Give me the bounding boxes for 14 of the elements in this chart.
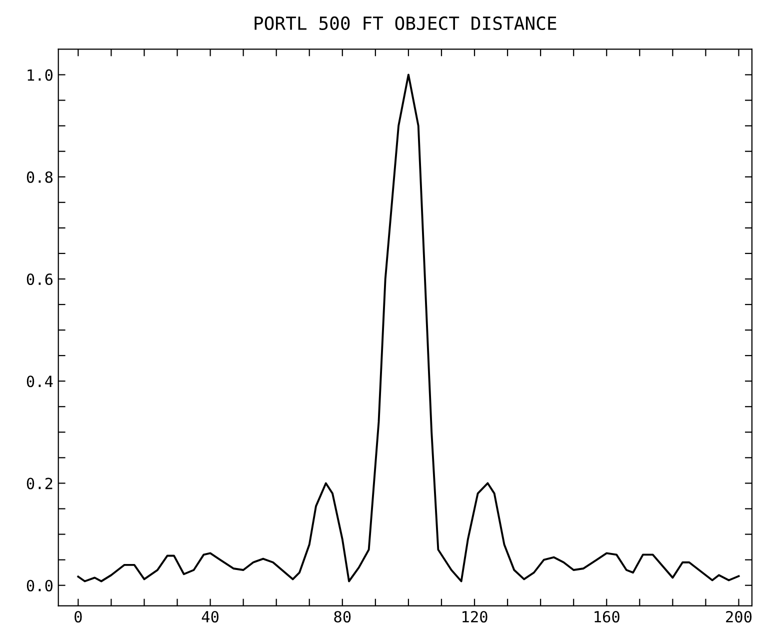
x-tick-label: 200	[726, 610, 752, 623]
x-tick-label: 160	[594, 610, 620, 623]
y-tick-label: 0.2	[26, 478, 52, 490]
x-tick-label: 40	[202, 610, 218, 623]
y-tick-label: 0.0	[26, 580, 53, 592]
y-tick-label: 0.6	[26, 273, 53, 286]
x-tick-label: 120	[462, 610, 488, 623]
y-tick-label: 0.8	[26, 171, 53, 183]
x-tick-label: 80	[334, 610, 351, 623]
x-tick-label: 0	[74, 610, 82, 623]
y-tick-label: 1.0	[28, 69, 53, 81]
line-series	[77, 74, 740, 582]
y-tick-label: 0.4	[26, 376, 53, 388]
chart-title: PORTL 500 FT OBJECT DISTANCE	[254, 16, 556, 30]
